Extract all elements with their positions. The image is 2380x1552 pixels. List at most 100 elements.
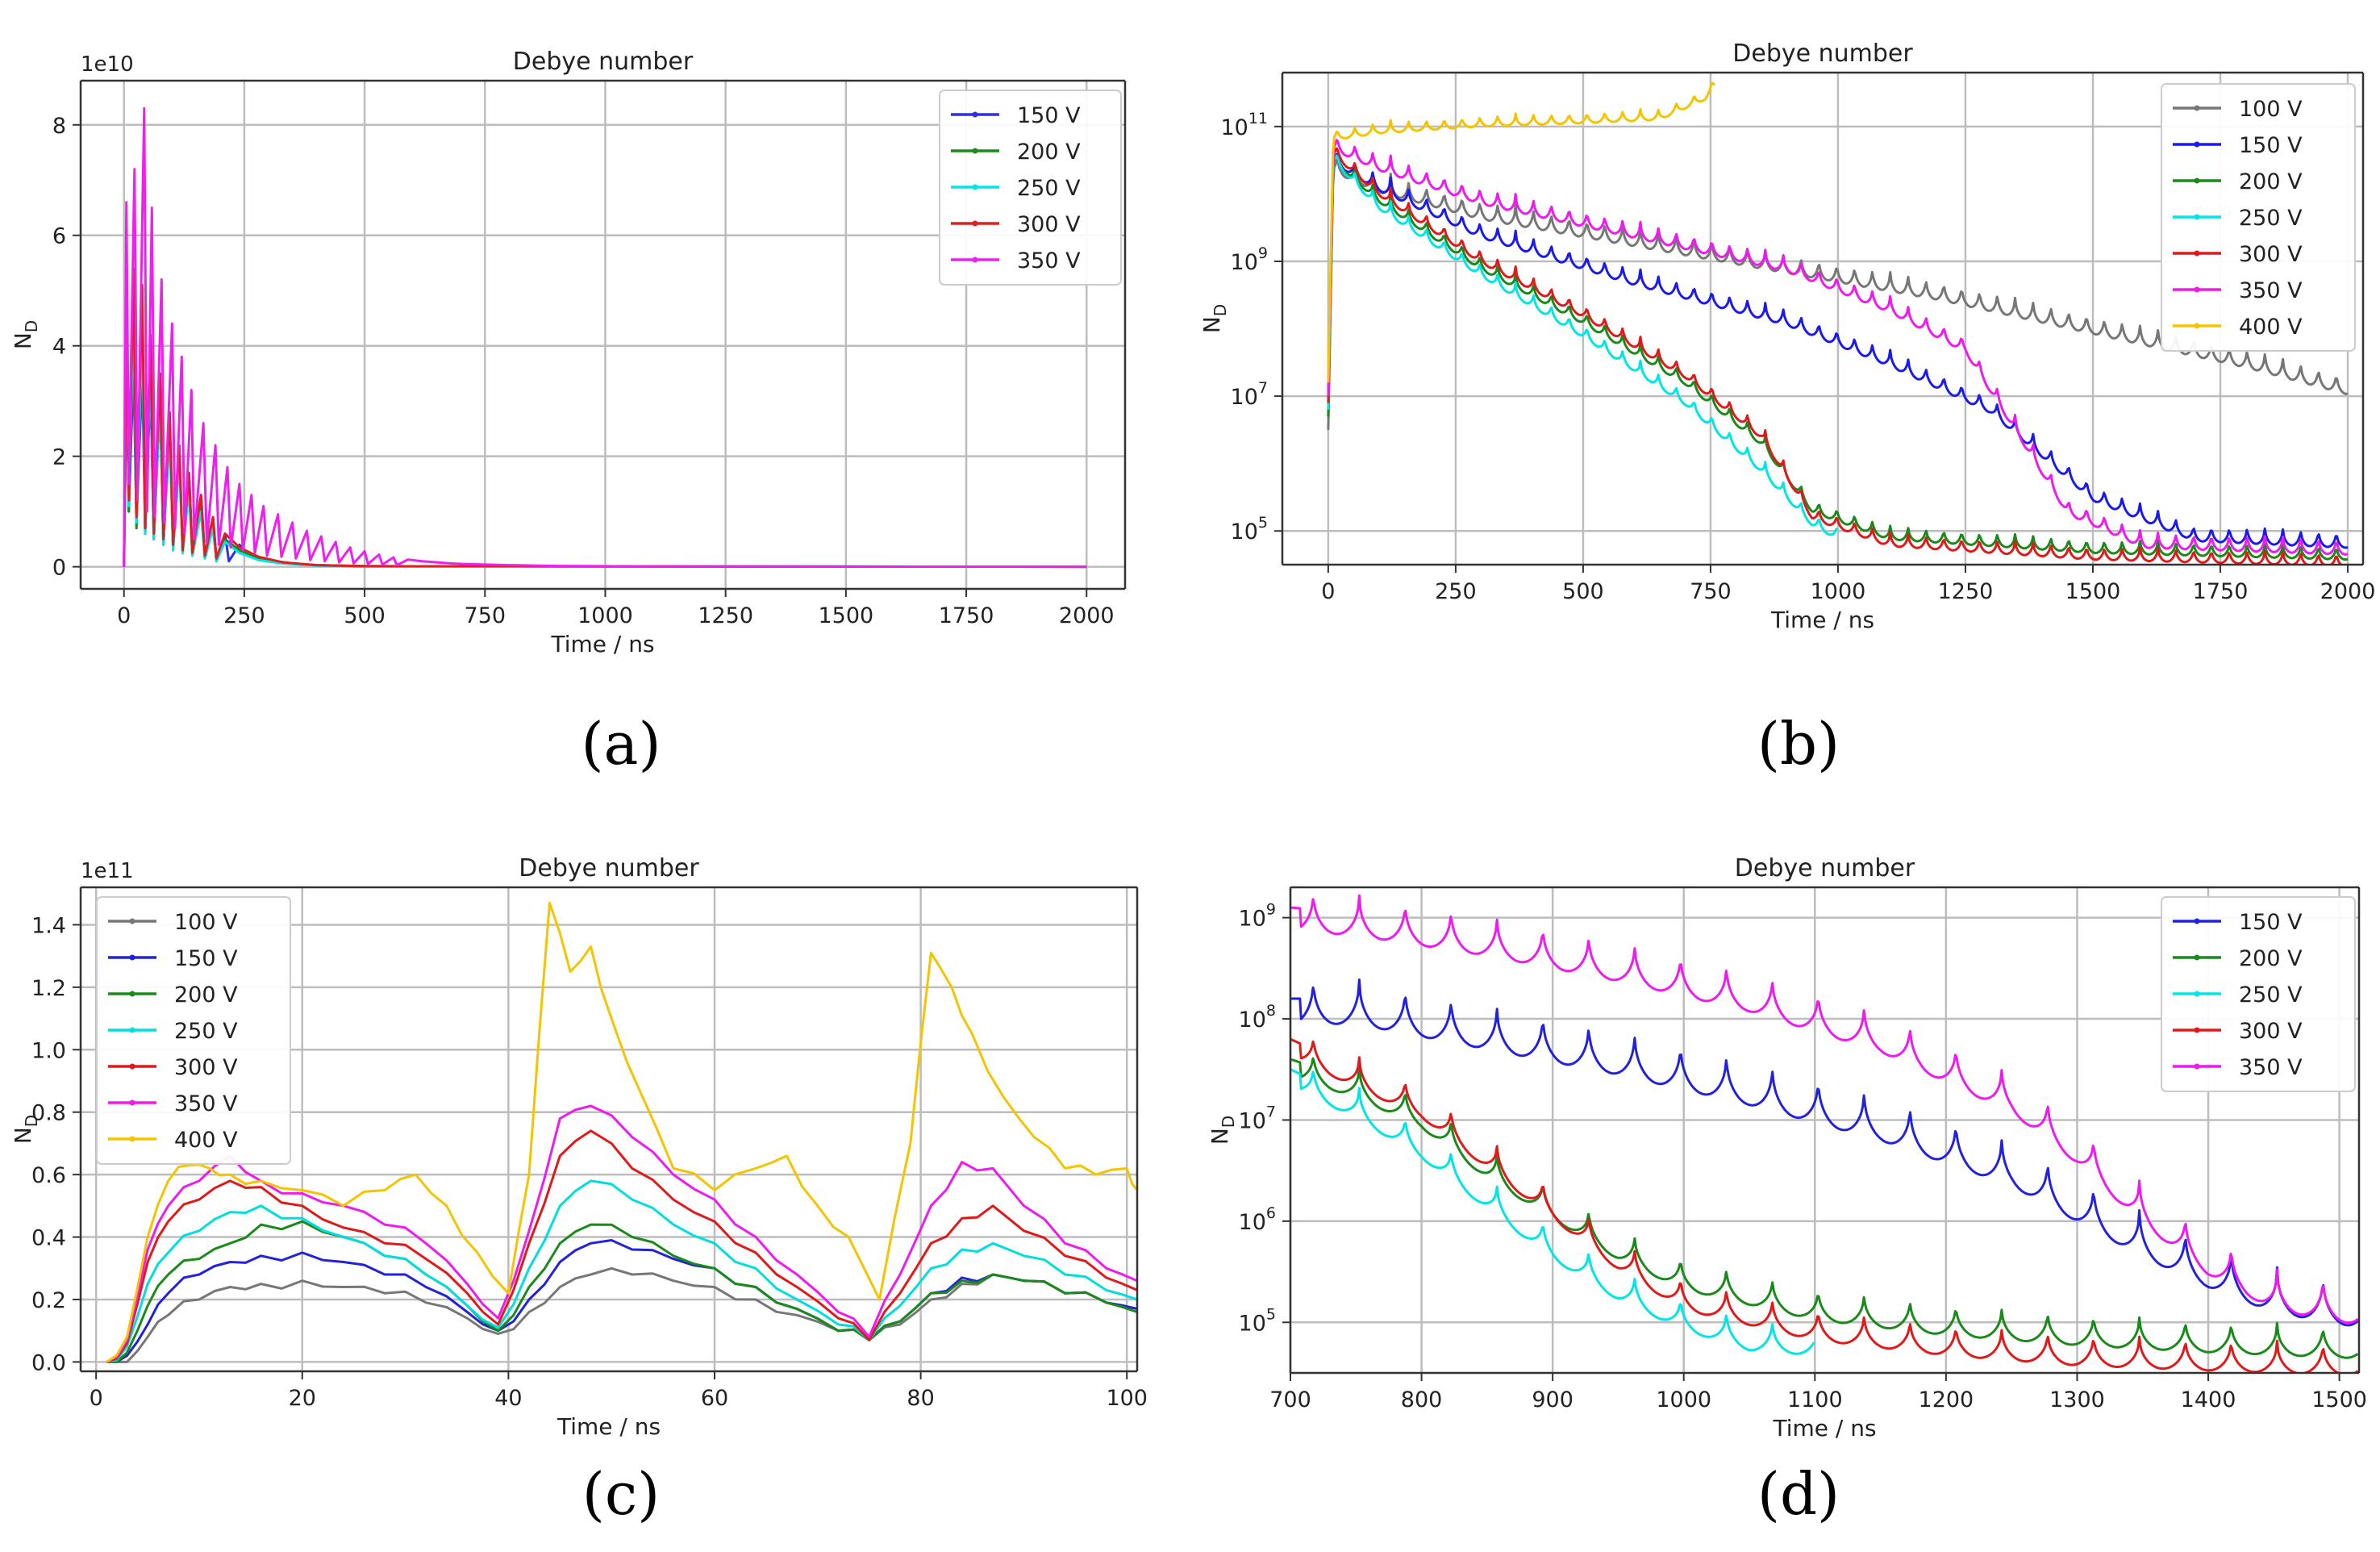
chart-d: 700 800 900 1000 1100 1200 1300 1400 1500 105 106 1… bbox=[1207, 854, 2367, 1441]
legend-label-150-v: 150 V bbox=[2239, 133, 2303, 158]
series-line-150-v bbox=[106, 1239, 1137, 1363]
series-group bbox=[1290, 894, 2359, 1373]
y-tick-label: 105 bbox=[1239, 1305, 1276, 1336]
y-tick-label: 109 bbox=[1239, 901, 1276, 932]
legend-label-200-v: 200 V bbox=[2239, 946, 2303, 971]
series-line-400-v bbox=[106, 901, 1137, 1363]
legend-label-400-v: 400 V bbox=[2239, 315, 2303, 340]
x-tick-label: 1000 bbox=[577, 603, 633, 628]
series-line-300-v bbox=[106, 1129, 1137, 1363]
legend-marker-150-v bbox=[972, 111, 978, 118]
series-line-200-v bbox=[1327, 154, 2349, 561]
series-line-150-v bbox=[1327, 152, 2349, 549]
legend-label-300-v: 300 V bbox=[2239, 242, 2303, 267]
x-tick-label: 250 bbox=[223, 603, 265, 628]
legend-marker-150-v bbox=[2194, 141, 2200, 148]
panel-c: 0 20 40 60 80 100 0.0 0.2 0.4 0.6 0.8 1.0 1.2 1.4 1e11… bbox=[0, 823, 1161, 1468]
legend-label-100-v: 100 V bbox=[2239, 97, 2303, 122]
y-tick-label: 1011 bbox=[1220, 110, 1268, 140]
legend-marker-200-v bbox=[2194, 954, 2200, 961]
x-tick-label: 250 bbox=[1435, 579, 1477, 604]
y-tick-label: 105 bbox=[1231, 514, 1268, 544]
legend-box bbox=[2161, 896, 2356, 1092]
legend-marker-350-v bbox=[129, 1099, 135, 1106]
series-line-250-v bbox=[106, 1179, 1137, 1363]
legend-label-150-v: 150 V bbox=[1017, 103, 1081, 128]
x-tick-label: 1750 bbox=[2193, 579, 2249, 604]
x-tick-label: 700 bbox=[1269, 1387, 1311, 1412]
chart-title: Debye number bbox=[1735, 854, 1915, 882]
x-tick-label: 2000 bbox=[2320, 579, 2376, 604]
x-tick-label: 1500 bbox=[2311, 1387, 2367, 1412]
y-tick-label: 8 bbox=[52, 114, 66, 139]
legend-marker-300-v bbox=[972, 220, 978, 227]
legend-marker-300-v bbox=[2194, 250, 2200, 257]
legend-box bbox=[2161, 83, 2356, 352]
legend: 100 V 150 V 200 V 250 V 300 V 350 V 400 V bbox=[96, 896, 291, 1165]
caption-b: (b) bbox=[1757, 710, 1840, 778]
x-axis-label: Time / ns bbox=[550, 631, 654, 657]
x-tick-label: 500 bbox=[344, 603, 386, 628]
legend-label-150-v: 150 V bbox=[174, 946, 238, 971]
chart-title: Debye number bbox=[1732, 40, 1913, 68]
y-tick-label: 0.0 bbox=[31, 1350, 66, 1375]
y-tick-label: 0.6 bbox=[31, 1163, 66, 1188]
y-tick-label: 1.0 bbox=[31, 1038, 66, 1063]
legend-marker-400-v bbox=[129, 1136, 135, 1142]
panel-b: 0 250 500 750 1000 1250 1500 1750 2000 105 107 109 1… bbox=[1194, 0, 2380, 694]
legend-label-300-v: 300 V bbox=[1017, 212, 1081, 237]
y-tick-label: 0 bbox=[52, 556, 66, 581]
x-tick-label: 900 bbox=[1532, 1387, 1573, 1412]
legend: 150 V 200 V 250 V 300 V 350 V bbox=[939, 90, 1122, 286]
y-tick-label: 0.2 bbox=[31, 1288, 66, 1313]
x-tick-label: 80 bbox=[907, 1386, 934, 1411]
series-line-350-v bbox=[123, 106, 1087, 569]
x-tick-label: 0 bbox=[1321, 579, 1335, 604]
x-tick-label: 0 bbox=[117, 603, 131, 628]
legend-label-300-v: 300 V bbox=[174, 1055, 238, 1080]
x-tick-label: 1000 bbox=[1656, 1387, 1711, 1412]
x-tick-label: 1750 bbox=[939, 603, 994, 628]
caption-c: (c) bbox=[581, 1460, 661, 1528]
legend-label-250-v: 250 V bbox=[2239, 206, 2303, 231]
series-line-200-v bbox=[106, 1220, 1137, 1363]
y-tick-label: 106 bbox=[1239, 1204, 1276, 1235]
legend-marker-250-v bbox=[129, 1027, 135, 1033]
x-tick-label: 1500 bbox=[2065, 579, 2121, 604]
chart-c: 0 20 40 60 80 100 0.0 0.2 0.4 0.6 0.8 1.0 1.2 1.4 1e11… bbox=[10, 854, 1148, 1440]
legend-marker-100-v bbox=[129, 918, 135, 924]
x-tick-label: 100 bbox=[1106, 1386, 1148, 1411]
x-tick-label: 60 bbox=[701, 1386, 728, 1411]
x-tick-label: 1500 bbox=[819, 603, 874, 628]
x-tick-label: 1000 bbox=[1811, 579, 1866, 604]
y-tick-label: 1.2 bbox=[31, 976, 66, 1001]
legend-marker-100-v bbox=[2194, 105, 2200, 111]
chart-title: Debye number bbox=[519, 854, 699, 882]
caption-d: (d) bbox=[1757, 1460, 1840, 1528]
x-tick-label: 2000 bbox=[1059, 603, 1115, 628]
y-axis-label: ND bbox=[10, 320, 41, 349]
series-group bbox=[106, 901, 1137, 1363]
series-line-250-v bbox=[1290, 1068, 1815, 1355]
offset-text: 1e11 bbox=[81, 859, 134, 883]
legend-marker-300-v bbox=[129, 1063, 135, 1070]
x-tick-label: 20 bbox=[289, 1386, 316, 1411]
y-tick-label: 6 bbox=[52, 224, 66, 249]
legend-label-350-v: 350 V bbox=[174, 1091, 238, 1116]
y-tick-label: 0.4 bbox=[31, 1226, 66, 1251]
x-tick-label: 1100 bbox=[1787, 1387, 1843, 1412]
legend-label-100-v: 100 V bbox=[174, 910, 238, 935]
chart-title: Debye number bbox=[513, 48, 694, 76]
y-tick-label: 2 bbox=[52, 445, 66, 470]
legend-marker-250-v bbox=[2194, 214, 2200, 220]
caption-a: (a) bbox=[581, 710, 661, 778]
series-line-200-v bbox=[1290, 1057, 2359, 1359]
offset-text: 1e10 bbox=[81, 52, 134, 77]
legend-label-350-v: 350 V bbox=[2239, 1055, 2303, 1080]
legend-label-200-v: 200 V bbox=[2239, 169, 2303, 194]
legend-marker-250-v bbox=[972, 184, 978, 190]
legend-marker-200-v bbox=[129, 991, 135, 997]
legend-marker-200-v bbox=[972, 148, 978, 154]
legend-marker-300-v bbox=[2194, 1027, 2200, 1033]
